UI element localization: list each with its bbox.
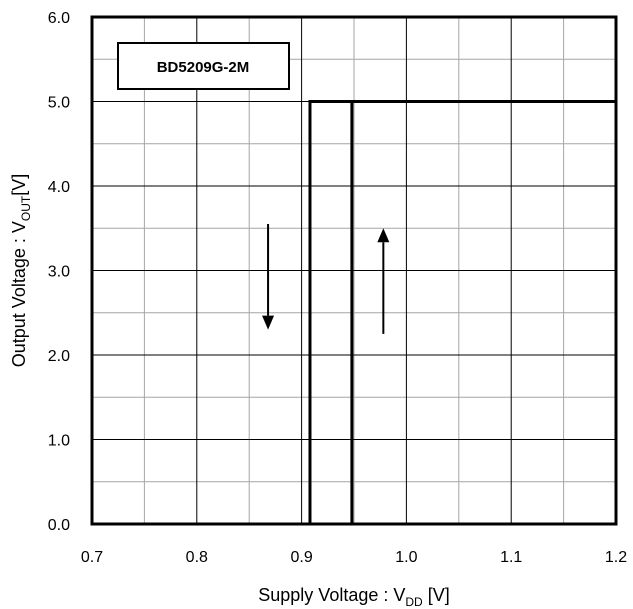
- y-tick-label: 3.0: [48, 264, 70, 281]
- x-tick-label: 0.7: [81, 549, 103, 566]
- annotation-box: BD5209G-2M: [117, 42, 290, 90]
- plot-frame: [90, 15, 618, 526]
- x-tick-label: 0.9: [290, 549, 312, 566]
- y-tick-label: 0.0: [48, 517, 70, 534]
- grid: [91, 16, 617, 525]
- annotation-label: BD5209G-2M: [157, 59, 250, 76]
- annotation-frame: [117, 42, 290, 90]
- x-axis-label-suffix: [V]: [423, 585, 450, 605]
- y-tick-label: 1.0: [48, 433, 70, 450]
- x-tick-label: 1.0: [395, 549, 417, 566]
- y-tick-labels: 0.0 1.0 2.0 3.0 4.0 5.0 6.0: [48, 10, 70, 534]
- x-tick-label: 1.1: [500, 549, 522, 566]
- y-axis-label-subscript: OUT: [19, 195, 33, 221]
- arrow-down-head: [262, 315, 275, 330]
- y-tick-label: 4.0: [48, 179, 70, 196]
- y-tick-label: 2.0: [48, 348, 70, 365]
- y-axis-label: Output Voltage : VOUT[V]: [9, 174, 33, 367]
- direction-arrows: [262, 224, 390, 334]
- x-tick-labels: 0.7 0.8 0.9 1.0 1.1 1.2: [81, 549, 627, 566]
- y-axis-label-main: Output Voltage : V: [9, 221, 29, 367]
- y-axis-label-suffix: [V]: [9, 174, 29, 196]
- x-axis-label: Supply Voltage : VDD [V]: [258, 585, 449, 609]
- x-axis-label-subscript: DD: [405, 595, 423, 609]
- y-tick-label: 6.0: [48, 10, 70, 27]
- arrow-up-head: [377, 228, 390, 243]
- x-tick-label: 0.8: [186, 549, 208, 566]
- x-axis-label-main: Supply Voltage : V: [258, 585, 405, 605]
- y-tick-label: 5.0: [48, 95, 70, 112]
- x-tick-label: 1.2: [605, 549, 627, 566]
